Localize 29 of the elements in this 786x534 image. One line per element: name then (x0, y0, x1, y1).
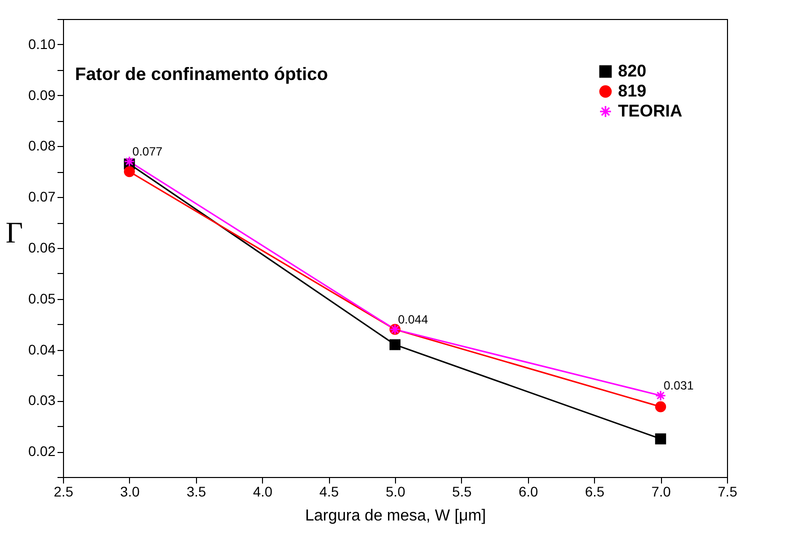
data-label: 0.031 (664, 378, 694, 393)
x-tick-label: 2.5 (54, 484, 74, 500)
y-tick-label: 0.08 (28, 138, 56, 154)
x-tick-label: 4.0 (252, 484, 273, 500)
x-tick-label: 7.0 (651, 484, 672, 500)
y-tick-label: 0.02 (28, 443, 56, 460)
text: Fator de confinamento óptico (75, 64, 328, 84)
legend-label: 820 (618, 62, 646, 80)
y-axis-title: Γ (6, 216, 23, 250)
y-tick-label: 0.04 (28, 341, 56, 358)
x-tick-label: 6.5 (584, 484, 605, 500)
y-tick-label: 0.09 (28, 86, 56, 103)
legend-label: 819 (618, 82, 646, 100)
x-tick-label: 5.0 (386, 484, 406, 500)
legend-label: TEORIA (618, 102, 682, 120)
y-tick-label: 0.10 (28, 36, 56, 52)
data-label: 0.077 (132, 144, 163, 158)
x-tick-label: 4.5 (319, 484, 340, 500)
data-label: 0.044 (398, 312, 428, 326)
x-tick-label: 5.5 (452, 484, 472, 500)
x-tick-label: 6.0 (518, 484, 538, 500)
y-tick-label: 0.07 (28, 188, 56, 205)
x-tick-label: 3.5 (186, 484, 206, 500)
y-tick-label: 0.03 (28, 392, 56, 408)
y-tick-label: 0.05 (28, 290, 56, 306)
x-tick-label: 7.5 (718, 484, 738, 500)
y-tick-label: 0.06 (28, 240, 56, 256)
x-tick-label: 3.0 (120, 484, 140, 500)
x-axis-title: Largura de mesa, W [μm] (305, 508, 486, 524)
